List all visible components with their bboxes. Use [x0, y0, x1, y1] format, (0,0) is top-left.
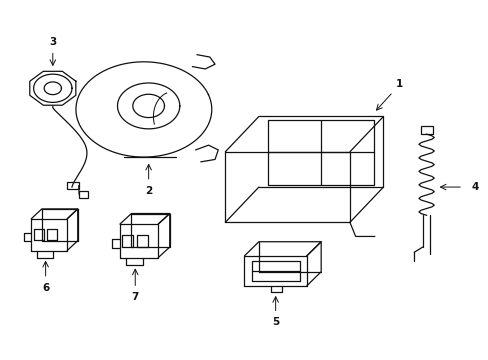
Text: 2: 2 [145, 186, 152, 195]
Text: 1: 1 [395, 80, 403, 90]
Text: 5: 5 [271, 317, 279, 327]
Text: 3: 3 [49, 37, 56, 47]
Text: 4: 4 [470, 182, 478, 192]
Text: 6: 6 [42, 283, 49, 293]
Text: 7: 7 [131, 292, 139, 302]
